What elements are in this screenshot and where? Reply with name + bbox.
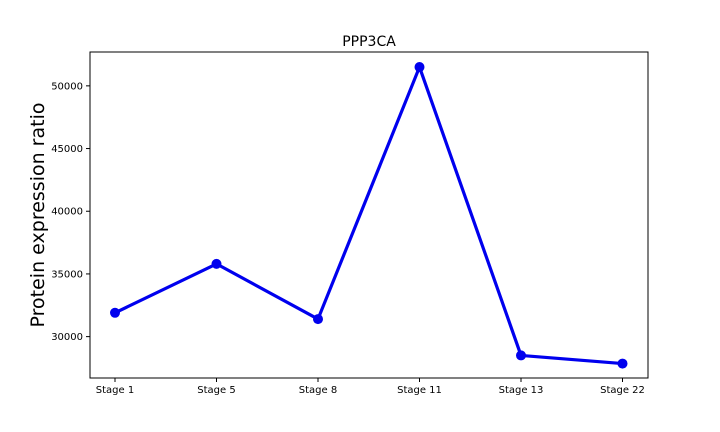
data-point [617,358,628,369]
data-point [516,350,526,361]
plot-area-frame [89,51,649,379]
data-point [110,307,120,318]
x-axis-ticks: Stage 1 Stage 5 Stage 8 Stage 11 Stage 13 Sta… [96,378,645,396]
x-tick-label: Stage 22 [600,385,645,396]
y-tick-label: 50000 [51,81,83,92]
x-tick-label: Stage 1 [96,385,134,396]
y-axis-label: Protein expression ratio [27,103,49,328]
series-line [114,65,623,366]
series-layer [110,62,628,369]
y-tick-label: 40000 [51,207,83,218]
y-axis-ticks: 30000 35000 40000 45000 50000 [51,81,90,343]
y-tick-label: 45000 [51,144,83,155]
data-point [211,258,222,269]
x-tick-label: Stage 13 [499,385,544,396]
y-tick-label: 35000 [51,269,83,280]
x-tick-label: Stage 11 [397,385,442,396]
data-point [313,314,323,325]
x-tick-label: Stage 8 [299,385,337,396]
y-tick-label: 30000 [51,332,83,343]
chart-title: PPP3CA [342,34,396,50]
x-tick-label: Stage 5 [197,385,235,396]
data-point [414,62,425,73]
